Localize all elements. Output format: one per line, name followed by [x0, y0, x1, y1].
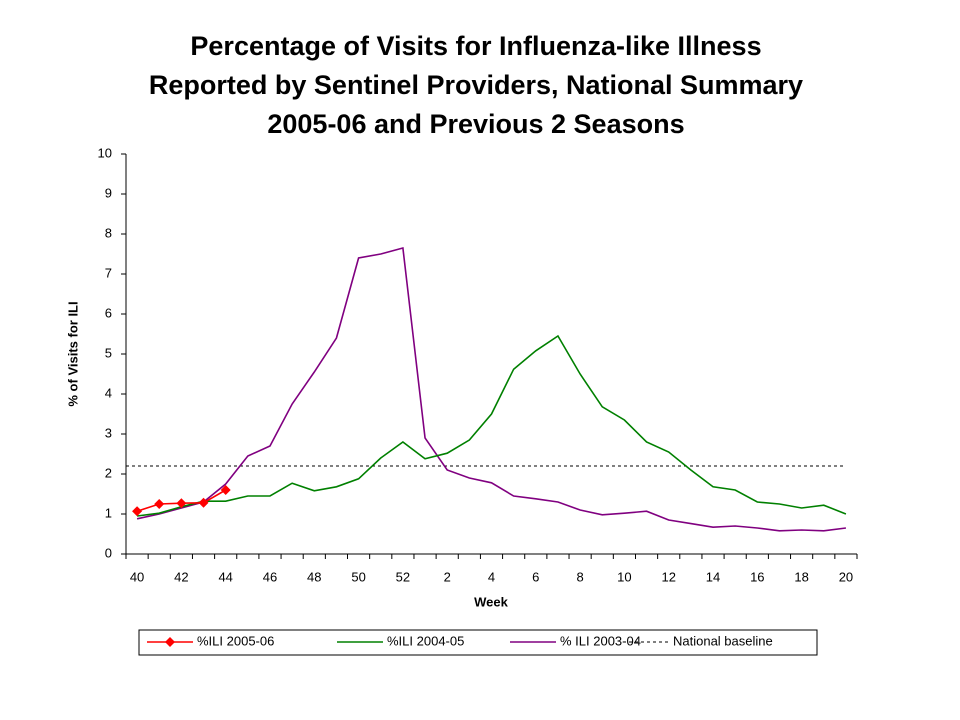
point-marker: [132, 506, 143, 517]
point-marker: [220, 485, 231, 495]
series-line: [136, 334, 847, 517]
y-tick-label: 10: [98, 145, 112, 160]
x-tick-label: 42: [174, 569, 188, 584]
x-tick-label: 50: [351, 569, 365, 584]
point-marker: [176, 498, 187, 509]
x-tick-label: 20: [839, 569, 853, 584]
x-axis-label: Week: [474, 594, 508, 609]
y-tick-label: 7: [105, 265, 112, 280]
y-tick-label: 9: [105, 185, 112, 200]
y-tick-label: 5: [105, 345, 112, 360]
legend-label: %ILI 2004-05: [387, 633, 464, 648]
x-tick-label: 14: [706, 569, 720, 584]
y-axis-label: % of Visits for ILI: [65, 301, 80, 406]
y-tick-label: 0: [105, 545, 112, 560]
x-tick-label: 12: [661, 569, 675, 584]
x-tick-label: 6: [532, 569, 539, 584]
y-tick-label: 1: [105, 505, 112, 520]
series-line: [136, 246, 847, 532]
x-tick-label: 8: [576, 569, 583, 584]
y-tick-label: 3: [105, 425, 112, 440]
x-tick-label: 16: [750, 569, 764, 584]
chart-title: 2005-06 and Previous 2 Seasons: [267, 109, 684, 139]
y-tick-label: 2: [105, 465, 112, 480]
x-tick-label: 44: [218, 569, 232, 584]
y-tick-label: 4: [105, 385, 112, 400]
legend-label: % ILI 2003-04: [560, 633, 641, 648]
legend-marker: [165, 637, 175, 647]
legend-label: National baseline: [673, 633, 773, 648]
y-tick-label: 6: [105, 305, 112, 320]
legend-label: %ILI 2005-06: [197, 633, 274, 648]
x-tick-label: 46: [263, 569, 277, 584]
chart-title: Reported by Sentinel Providers, National…: [149, 70, 803, 100]
point-marker: [154, 499, 165, 509]
y-tick-label: 8: [105, 225, 112, 240]
legend-box: [138, 629, 818, 656]
chart-title: Percentage of Visits for Influenza-like …: [190, 31, 761, 61]
x-tick-label: 48: [307, 569, 321, 584]
x-tick-label: 18: [794, 569, 808, 584]
x-tick-label: 40: [130, 569, 144, 584]
x-tick-label: 10: [617, 569, 631, 584]
x-tick-label: 2: [444, 569, 451, 584]
x-tick-label: 4: [488, 569, 495, 584]
x-tick-label: 52: [396, 569, 410, 584]
point-marker: [198, 497, 209, 508]
